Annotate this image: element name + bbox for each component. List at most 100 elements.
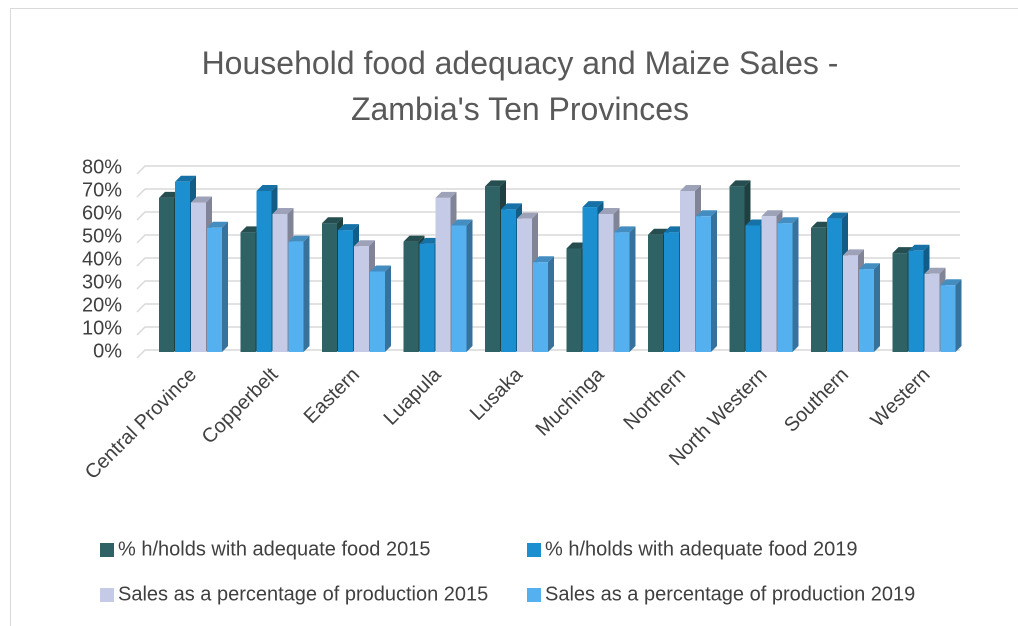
bar-front bbox=[761, 216, 777, 352]
bar-top bbox=[614, 226, 636, 233]
bar-front bbox=[159, 197, 174, 352]
x-tick-label: Southern bbox=[780, 364, 853, 437]
bar-front bbox=[485, 186, 500, 352]
bar-front bbox=[729, 186, 745, 352]
x-tick-label: Luapula bbox=[380, 363, 447, 430]
bar bbox=[451, 219, 473, 352]
bar-top bbox=[288, 235, 310, 242]
bar-side bbox=[874, 263, 880, 352]
bar-top bbox=[338, 224, 359, 231]
y-tick-label: 50% bbox=[82, 225, 122, 247]
bar-side bbox=[955, 279, 962, 352]
bar-top bbox=[435, 191, 457, 198]
legend-swatch bbox=[100, 543, 114, 557]
bar-side bbox=[792, 217, 799, 352]
bar-front bbox=[354, 246, 369, 352]
bar-top bbox=[566, 242, 588, 249]
bar-front bbox=[240, 232, 256, 352]
legend-label: Sales as a percentage of production 2015 bbox=[118, 583, 488, 605]
bar-top bbox=[354, 240, 375, 247]
bar-top bbox=[517, 212, 538, 219]
bar bbox=[859, 263, 880, 352]
x-tick-label: Western bbox=[867, 364, 935, 432]
bar-front bbox=[777, 223, 793, 352]
y-tick-label: 20% bbox=[82, 294, 122, 316]
bar-front bbox=[451, 225, 467, 352]
bar-front bbox=[191, 202, 206, 352]
bar-top bbox=[908, 244, 930, 251]
bar-front bbox=[256, 191, 272, 352]
bar-top bbox=[256, 185, 278, 191]
bar-front bbox=[827, 218, 842, 352]
bar-side bbox=[222, 221, 228, 352]
bar-top bbox=[240, 226, 262, 233]
bar-front bbox=[370, 271, 385, 352]
bar-top bbox=[272, 208, 294, 214]
grid-line bbox=[136, 165, 960, 175]
bar-top bbox=[403, 235, 425, 242]
x-tick-label: Northern bbox=[619, 364, 690, 435]
bar-front bbox=[272, 214, 288, 352]
bar-top bbox=[729, 180, 751, 187]
bar bbox=[614, 226, 636, 352]
bar-front bbox=[175, 181, 190, 352]
bar bbox=[777, 217, 799, 352]
bar-top bbox=[664, 226, 685, 233]
bar-side bbox=[629, 226, 636, 352]
bar-front bbox=[940, 285, 956, 352]
bar-front bbox=[648, 234, 663, 352]
bar-front bbox=[745, 225, 761, 352]
bar-front bbox=[664, 232, 679, 352]
bar-side bbox=[303, 235, 310, 352]
bar bbox=[288, 235, 310, 352]
bar-top bbox=[680, 185, 701, 191]
bar bbox=[533, 256, 554, 352]
bar-front bbox=[566, 248, 582, 352]
bar-top bbox=[419, 237, 441, 244]
bar-front bbox=[614, 232, 630, 352]
bar-front bbox=[517, 218, 532, 352]
bar-front bbox=[811, 227, 826, 352]
bar-front bbox=[403, 241, 419, 352]
bar-top bbox=[745, 219, 767, 226]
bar-top bbox=[175, 175, 196, 182]
bar-front bbox=[843, 255, 858, 352]
bar-top bbox=[370, 265, 391, 272]
bar-top bbox=[451, 219, 473, 226]
bar-front bbox=[435, 197, 451, 352]
bar-top bbox=[811, 221, 832, 228]
bar-top bbox=[322, 217, 343, 224]
bar-top bbox=[761, 210, 783, 217]
y-tick-label: 10% bbox=[82, 317, 122, 339]
y-tick-label: 30% bbox=[82, 271, 122, 293]
bar-top bbox=[940, 279, 962, 286]
legend-label: % h/holds with adequate food 2015 bbox=[118, 538, 430, 560]
bar-top bbox=[598, 208, 620, 214]
bar-top bbox=[648, 228, 669, 235]
bar-top bbox=[485, 180, 506, 187]
legend-swatch bbox=[527, 543, 541, 557]
y-tick-label: 40% bbox=[82, 248, 122, 270]
bar-front bbox=[696, 216, 711, 352]
y-tick-label: 60% bbox=[82, 202, 122, 224]
bar bbox=[940, 279, 962, 352]
bar-side bbox=[711, 210, 717, 352]
bar-front bbox=[598, 214, 614, 352]
legend-swatch bbox=[527, 588, 541, 602]
chart-frame bbox=[10, 8, 1018, 626]
bar-top bbox=[159, 191, 180, 198]
bar-top bbox=[827, 212, 848, 219]
legend-label: % h/holds with adequate food 2019 bbox=[545, 538, 857, 560]
bar-top bbox=[843, 249, 864, 256]
bar-front bbox=[892, 253, 908, 352]
bar-top bbox=[207, 221, 228, 228]
legend-swatch bbox=[100, 588, 114, 602]
bar-top bbox=[892, 247, 914, 254]
y-tick-label: 70% bbox=[82, 179, 122, 201]
bar-front bbox=[338, 230, 353, 352]
bar-front bbox=[924, 273, 940, 352]
x-tick-label: Muchinga bbox=[532, 363, 609, 440]
bar-side bbox=[385, 265, 391, 352]
bar-top bbox=[696, 210, 717, 217]
